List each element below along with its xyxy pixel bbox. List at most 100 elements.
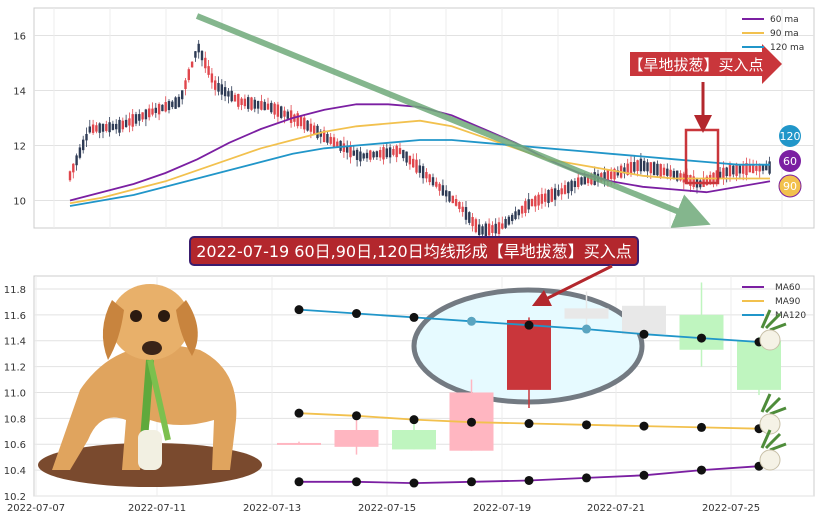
bottom-ma-point: [409, 415, 419, 425]
bottom-y-tick-label: 10.2: [4, 492, 26, 503]
bottom-y-tick-label: 11.6: [4, 311, 26, 322]
top-candle-body: [553, 188, 557, 200]
top-candle-body: [501, 223, 504, 229]
bottom-ma-line-MA120: [298, 308, 761, 344]
top-candle-body: [768, 161, 771, 174]
top-candle-body: [171, 101, 174, 108]
top-candle-body: [68, 171, 72, 181]
top-candle-body: [517, 209, 520, 216]
top-candle-body: [494, 223, 497, 234]
bottom-x-tick-label: 2022-07-15: [358, 503, 416, 514]
top-candle-body: [95, 125, 98, 132]
top-candle-body: [616, 170, 619, 176]
bottom-candle-body: [679, 314, 724, 350]
top-candle-body: [751, 164, 755, 174]
top-candle-body: [220, 84, 223, 95]
top-candle-body: [326, 133, 329, 143]
top-candle-body: [438, 183, 441, 191]
dog-pulling-scallion-illustration: [38, 284, 262, 487]
top-candle-body: [115, 123, 118, 130]
top-candle-body: [755, 165, 758, 171]
bottom-ma-point: [294, 477, 304, 487]
bottom-ma-point: [467, 477, 476, 487]
top-candle-body: [167, 101, 171, 111]
badge-120-label: 120: [780, 130, 801, 143]
top-candle-body: [418, 165, 421, 173]
top-candle-body: [289, 110, 293, 123]
top-candle-body: [629, 162, 633, 175]
top-candle-body: [735, 163, 738, 176]
top-candle-body: [375, 151, 379, 158]
top-candle-body: [524, 201, 527, 213]
bottom-ma-point: [352, 477, 361, 487]
top-candle-body: [425, 172, 428, 179]
top-candle-body: [633, 162, 636, 172]
top-candle-body: [138, 114, 141, 121]
top-candle-body: [395, 145, 398, 158]
top-candle-body: [537, 194, 540, 206]
top-candle-body: [388, 147, 392, 158]
top-candle-body: [263, 101, 266, 111]
top-candle-body: [161, 104, 164, 112]
top-candle-body: [738, 165, 742, 174]
top-candle-body: [639, 158, 643, 172]
bottom-ma-point: [352, 309, 361, 319]
bottom-moving-averages: [294, 305, 764, 488]
top-ma-line-120-ma: [69, 139, 770, 207]
bottom-y-tick-label: 10.4: [4, 466, 26, 477]
top-candle-body: [520, 205, 524, 214]
top-legend-label: 120 ma: [770, 43, 804, 53]
top-candle-body: [461, 206, 464, 212]
bottom-x-tick-label: 2022-07-07: [7, 503, 65, 514]
top-candle-body: [365, 152, 369, 159]
top-candle-body: [204, 57, 207, 69]
top-candle-body: [336, 141, 339, 147]
top-candle-body: [349, 145, 352, 158]
top-candle-body: [692, 176, 695, 187]
top-candle-body: [207, 66, 210, 75]
top-candle-body: [85, 133, 88, 141]
top-candle-body: [464, 207, 468, 220]
bottom-candle-body: [622, 305, 666, 335]
badge-120-circle: [779, 125, 801, 147]
top-candle-body: [705, 176, 709, 186]
top-candle-body: [676, 170, 679, 181]
top-candle-body: [728, 164, 732, 177]
bottom-x-tick-label: 2022-07-21: [587, 503, 645, 514]
top-candle-body: [105, 124, 108, 131]
top-candle-body: [662, 167, 666, 176]
bottom-y-tick-label: 11.0: [4, 388, 26, 399]
top-candle-body: [636, 160, 639, 172]
top-candle-body: [626, 163, 629, 175]
top-candle-body: [745, 163, 748, 176]
top-candle-body: [527, 199, 530, 210]
top-candle-body: [481, 226, 484, 235]
bottom-ma-line-MA60: [299, 464, 761, 485]
top-candle-body: [181, 90, 184, 100]
top-candle-body: [441, 185, 445, 196]
top-candle-body: [214, 80, 217, 90]
top-candle-body: [613, 168, 616, 180]
top-candle-body: [111, 123, 115, 130]
bottom-ma-point: [524, 320, 534, 330]
top-candle-body: [237, 93, 240, 107]
top-candle-body: [280, 106, 283, 118]
top-candle-body: [124, 119, 128, 128]
bottom-x-tick-label: 2022-07-13: [243, 503, 301, 514]
top-candle-body: [392, 148, 395, 155]
top-candle-body: [359, 151, 362, 162]
top-candle-body: [82, 139, 85, 151]
top-candle-body: [471, 217, 474, 227]
top-candle-body: [385, 148, 388, 158]
callout-arrow-shape: [630, 44, 782, 84]
top-candle-body: [313, 125, 316, 135]
top-y-tick-label: 10: [13, 197, 26, 208]
top-candle-body: [121, 120, 124, 130]
top-candle-body: [421, 166, 425, 179]
top-candle-body: [141, 112, 144, 120]
top-candle-body: [580, 177, 583, 185]
top-candle-body: [256, 100, 260, 109]
top-candle-body: [586, 176, 590, 184]
bottom-ma-point: [467, 316, 476, 326]
